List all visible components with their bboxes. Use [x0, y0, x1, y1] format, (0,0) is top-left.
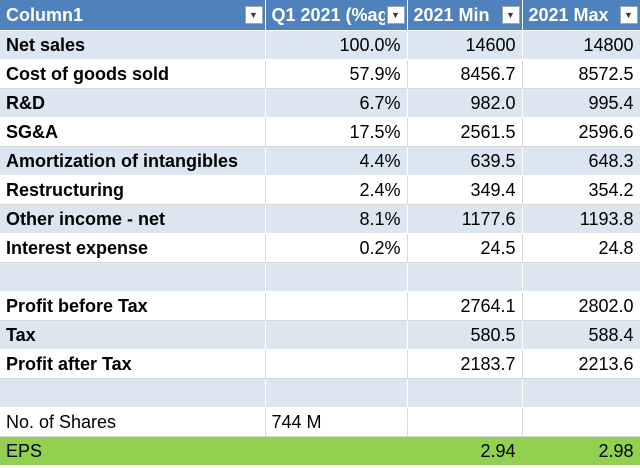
cell-min[interactable]: 1177.6 [407, 204, 523, 234]
cell-min[interactable] [407, 262, 523, 292]
cell-pct[interactable]: 2.4% [265, 175, 408, 205]
cell-pct[interactable]: 6.7% [265, 88, 408, 118]
table-row: Tax 580.5 588.4 [0, 320, 640, 350]
column-header-2021-max[interactable]: 2021 Max ▼ [522, 0, 640, 31]
cell-min[interactable]: 982.0 [407, 88, 523, 118]
cell-pct[interactable] [265, 378, 408, 408]
chevron-down-icon[interactable]: ▼ [244, 6, 263, 24]
row-label[interactable]: R&D [0, 88, 266, 118]
chevron-down-icon[interactable]: ▼ [386, 6, 405, 24]
row-label[interactable] [0, 378, 266, 408]
column-header-text: 2021 Max [528, 5, 609, 25]
row-label[interactable]: EPS [0, 436, 266, 466]
cell-max[interactable]: 995.4 [522, 88, 640, 118]
table-row: Interest expense 0.2% 24.5 24.8 [0, 233, 640, 263]
table-row: Amortization of intangibles 4.4% 639.5 6… [0, 146, 640, 176]
cell-pct[interactable]: 0.2% [265, 233, 408, 263]
cell-pct[interactable] [265, 349, 408, 379]
cell-min[interactable]: 580.5 [407, 320, 523, 350]
cell-max[interactable]: 8572.5 [522, 59, 640, 89]
row-label[interactable]: No. of Shares [0, 407, 266, 437]
row-label[interactable] [0, 262, 266, 292]
cell-max[interactable]: 1193.8 [522, 204, 640, 234]
column-header-text: Column1 [6, 5, 84, 25]
cell-min[interactable] [407, 407, 523, 437]
cell-min[interactable]: 2764.1 [407, 291, 523, 321]
header-row: Column1 ▼ Q1 2021 (%ag ▼ 2021 Min ▼ 2021… [0, 0, 640, 31]
cell-pct[interactable] [265, 320, 408, 350]
cell-max[interactable]: 24.8 [522, 233, 640, 263]
cell-max[interactable]: 2596.6 [522, 117, 640, 147]
cell-max[interactable]: 2.98 [522, 436, 640, 466]
cell-pct[interactable]: 17.5% [265, 117, 408, 147]
table-row-eps: EPS 2.94 2.98 [0, 436, 640, 466]
row-label[interactable]: Amortization of intangibles [0, 146, 266, 176]
table-row: Other income - net 8.1% 1177.6 1193.8 [0, 204, 640, 234]
row-label[interactable]: SG&A [0, 117, 266, 147]
cell-min[interactable]: 8456.7 [407, 59, 523, 89]
table-row: No. of Shares 744 M [0, 407, 640, 437]
cell-pct[interactable] [265, 262, 408, 292]
row-label[interactable]: Profit before Tax [0, 291, 266, 321]
chevron-down-icon[interactable]: ▼ [501, 6, 520, 24]
table-row: Cost of goods sold 57.9% 8456.7 8572.5 [0, 59, 640, 89]
table-row: Profit after Tax 2183.7 2213.6 [0, 349, 640, 379]
table-row-empty [0, 378, 640, 408]
cell-pct[interactable]: 57.9% [265, 59, 408, 89]
table-row: Net sales 100.0% 14600 14800 [0, 30, 640, 60]
cell-min[interactable]: 2.94 [407, 436, 523, 466]
table-row: Restructuring 2.4% 349.4 354.2 [0, 175, 640, 205]
cell-max[interactable]: 2213.6 [522, 349, 640, 379]
cell-min[interactable]: 639.5 [407, 146, 523, 176]
cell-min[interactable]: 14600 [407, 30, 523, 60]
row-label[interactable]: Other income - net [0, 204, 266, 234]
column-header-2021-min[interactable]: 2021 Min ▼ [407, 0, 523, 31]
cell-pct[interactable]: 100.0% [265, 30, 408, 60]
cell-pct[interactable]: 744 M [265, 407, 408, 437]
cell-max[interactable] [522, 407, 640, 437]
cell-max[interactable]: 2802.0 [522, 291, 640, 321]
cell-min[interactable]: 349.4 [407, 175, 523, 205]
row-label[interactable]: Restructuring [0, 175, 266, 205]
row-label[interactable]: Net sales [0, 30, 266, 60]
chevron-down-icon[interactable]: ▼ [619, 6, 638, 24]
cell-min[interactable]: 24.5 [407, 233, 523, 263]
cell-min[interactable]: 2183.7 [407, 349, 523, 379]
cell-pct[interactable]: 8.1% [265, 204, 408, 234]
row-label[interactable]: Interest expense [0, 233, 266, 263]
table-row: R&D 6.7% 982.0 995.4 [0, 88, 640, 118]
cell-max[interactable]: 588.4 [522, 320, 640, 350]
column-header-text: Q1 2021 (%ag [271, 5, 385, 25]
cell-pct[interactable] [265, 291, 408, 321]
table-row-empty [0, 262, 640, 292]
cell-max[interactable] [522, 378, 640, 408]
table-row: SG&A 17.5% 2561.5 2596.6 [0, 117, 640, 147]
cell-max[interactable]: 14800 [522, 30, 640, 60]
cell-pct[interactable] [265, 436, 408, 466]
cell-pct[interactable]: 4.4% [265, 146, 408, 176]
cell-min[interactable] [407, 378, 523, 408]
row-label[interactable]: Tax [0, 320, 266, 350]
cell-max[interactable] [522, 262, 640, 292]
cell-max[interactable]: 354.2 [522, 175, 640, 205]
column-header-label[interactable]: Column1 ▼ [0, 0, 266, 31]
row-label[interactable]: Profit after Tax [0, 349, 266, 379]
table-row: Profit before Tax 2764.1 2802.0 [0, 291, 640, 321]
column-header-q1-pct[interactable]: Q1 2021 (%ag ▼ [265, 0, 408, 31]
cell-min[interactable]: 2561.5 [407, 117, 523, 147]
column-header-text: 2021 Min [413, 5, 490, 25]
cell-max[interactable]: 648.3 [522, 146, 640, 176]
row-label[interactable]: Cost of goods sold [0, 59, 266, 89]
